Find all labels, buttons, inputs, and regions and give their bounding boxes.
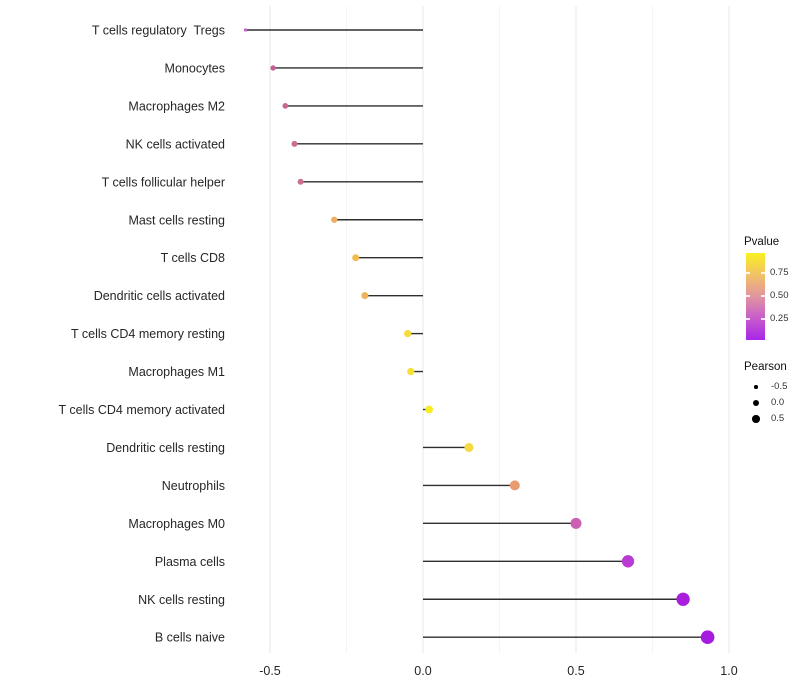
y-axis-label: Dendritic cells resting xyxy=(106,441,225,455)
pvalue-gradient-bar xyxy=(746,253,765,340)
y-axis-label: Plasma cells xyxy=(155,555,225,569)
lollipop-dot xyxy=(509,480,520,491)
x-tick-label: -0.5 xyxy=(259,664,281,678)
y-axis-label: Dendritic cells activated xyxy=(94,289,225,303)
x-tick-label: 0.5 xyxy=(567,664,584,678)
gradient-tick-mark xyxy=(761,295,765,297)
y-axis-label: Macrophages M1 xyxy=(128,365,225,379)
y-axis-label: Macrophages M0 xyxy=(128,517,225,531)
gradient-tick-mark xyxy=(746,272,750,274)
lollipop-dot xyxy=(570,517,582,529)
pearson-legend-item: 0.0 xyxy=(748,395,784,411)
lollipop-dot xyxy=(425,405,433,414)
pearson-legend-item: 0.5 xyxy=(748,411,784,427)
pvalue-tick-label: 0.25 xyxy=(770,313,789,324)
y-axis-label: T cells CD4 memory activated xyxy=(59,403,226,417)
pearson-legend-dot-cell xyxy=(748,411,764,427)
y-axis-label: T cells follicular helper xyxy=(102,175,225,189)
lollipop-dot xyxy=(676,592,690,606)
pearson-legend-dot-cell xyxy=(748,379,764,395)
y-axis-label: T cells CD4 memory resting xyxy=(71,327,225,341)
pearson-legend-item: -0.5 xyxy=(748,379,787,395)
lollipop-dot xyxy=(243,28,248,32)
lollipop-dot xyxy=(270,65,276,71)
pearson-legend-label: -0.5 xyxy=(771,381,788,392)
y-axis-label: Mast cells resting xyxy=(128,213,225,227)
y-axis-label: Neutrophils xyxy=(162,479,225,493)
y-axis-label: Macrophages M2 xyxy=(128,99,225,113)
lollipop-dot xyxy=(700,630,715,645)
y-axis-label: T cells CD8 xyxy=(161,251,225,265)
y-axis-label: NK cells resting xyxy=(138,593,225,607)
pearson-legend-label: 0.0 xyxy=(771,397,785,408)
lollipop-dot xyxy=(297,178,304,185)
x-tick-label: 1.0 xyxy=(720,664,737,678)
gradient-tick-mark xyxy=(761,272,765,274)
pearson-legend-dot-cell xyxy=(748,395,764,411)
y-axis-label: B cells naive xyxy=(155,631,225,645)
pearson-legend-label: 0.5 xyxy=(771,413,785,424)
lollipop-dot xyxy=(621,555,635,568)
pvalue-tick-label: 0.75 xyxy=(770,267,789,278)
lollipop-dot xyxy=(404,329,412,338)
lollipop-dot xyxy=(331,216,338,223)
lollipop-dot xyxy=(407,367,415,376)
gradient-tick-mark xyxy=(746,318,750,320)
y-axis-label: NK cells activated xyxy=(126,137,225,151)
pearson-legend-dot xyxy=(754,385,758,389)
pearson-legend-title: Pearson xyxy=(744,361,787,373)
lollipop-dot xyxy=(361,292,369,300)
gradient-tick-mark xyxy=(746,295,750,297)
lollipop-dot xyxy=(352,254,360,262)
pvalue-tick-label: 0.50 xyxy=(770,290,789,301)
gradient-tick-mark xyxy=(761,318,765,320)
lollipop-dot xyxy=(282,103,289,109)
pvalue-legend-title: Pvalue xyxy=(744,236,780,248)
x-tick-label: 0.0 xyxy=(414,664,431,678)
pearson-legend-dot xyxy=(753,400,759,406)
lollipop-dot xyxy=(464,442,474,452)
lollipop-dot xyxy=(291,140,298,147)
y-axis-label: T cells regulatory Tregs xyxy=(92,24,225,38)
y-axis-label: Monocytes xyxy=(165,61,225,75)
pearson-legend-dot xyxy=(752,415,760,423)
